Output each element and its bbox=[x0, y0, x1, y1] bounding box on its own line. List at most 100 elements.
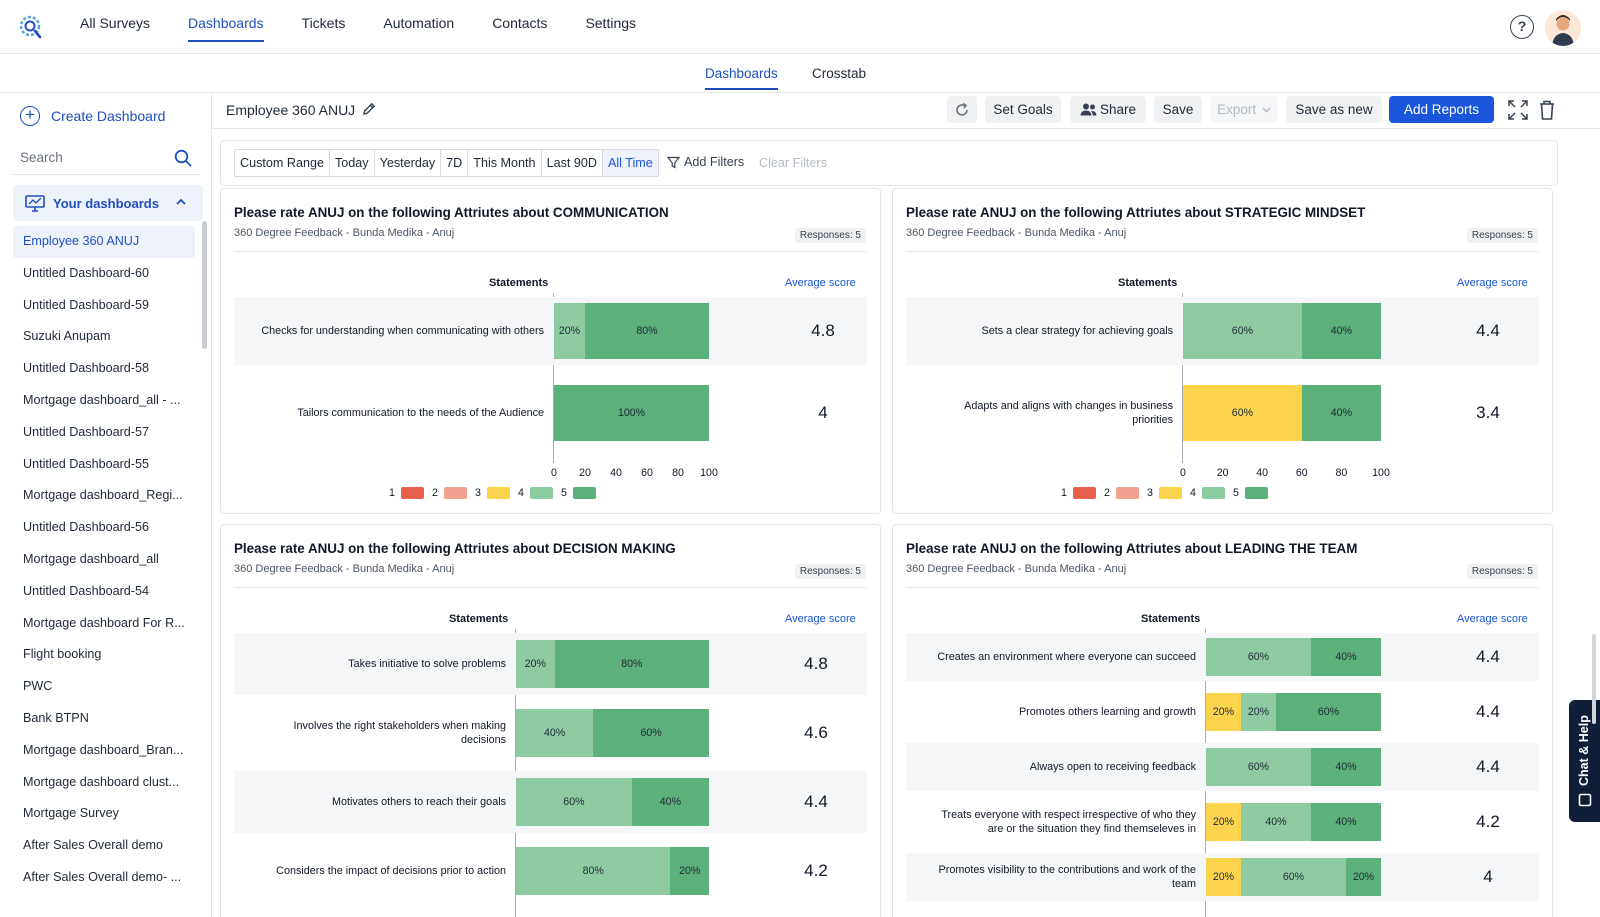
bar-segment-score-5[interactable]: 100% bbox=[554, 385, 709, 441]
edit-pencil-icon[interactable] bbox=[362, 102, 376, 116]
bar-segment-score-5[interactable]: 40% bbox=[1301, 303, 1381, 359]
sidebar-dashboard-item[interactable]: Untitled Dashboard-55 bbox=[23, 456, 150, 471]
sidebar-dashboard-item[interactable]: Mortgage Survey bbox=[23, 806, 119, 821]
bar-segment-score-5[interactable]: 40% bbox=[631, 778, 709, 826]
share-button[interactable]: Share bbox=[1070, 96, 1146, 123]
refresh-button[interactable] bbox=[947, 96, 977, 123]
create-dashboard-button[interactable]: + Create Dashboard bbox=[20, 106, 165, 126]
responses-badge: Responses: 5 bbox=[794, 564, 866, 579]
bar-segment-score-3[interactable]: 20% bbox=[1206, 858, 1241, 896]
sidebar-dashboard-item[interactable]: Mortgage dashboard_Regi... bbox=[23, 488, 183, 503]
sidebar-dashboard-item[interactable]: Untitled Dashboard-56 bbox=[23, 520, 150, 535]
clear-filters-button[interactable]: Clear Filters bbox=[759, 156, 827, 170]
page-scrollbar[interactable] bbox=[1592, 634, 1596, 724]
subtab-crosstab[interactable]: Crosstab bbox=[812, 66, 867, 81]
sidebar-dashboard-item[interactable]: After Sales Overall demo- ... bbox=[23, 869, 182, 884]
trash-icon[interactable] bbox=[1538, 99, 1556, 121]
sidebar-dashboard-item[interactable]: Untitled Dashboard-59 bbox=[23, 297, 150, 312]
search-input[interactable] bbox=[12, 141, 162, 174]
sidebar-dashboard-item[interactable]: Untitled Dashboard-54 bbox=[23, 583, 150, 598]
sidebar-dashboard-item[interactable]: Untitled Dashboard-57 bbox=[23, 424, 150, 439]
average-score-value: 4.8 bbox=[804, 654, 828, 673]
export-button[interactable]: Export bbox=[1210, 96, 1278, 123]
avatar[interactable] bbox=[1545, 10, 1581, 46]
bar-segment-score-4[interactable]: 40% bbox=[1241, 803, 1311, 841]
save-as-new-button[interactable]: Save as new bbox=[1286, 96, 1382, 123]
panel-divider bbox=[234, 587, 867, 588]
bar-segment-score-5[interactable]: 20% bbox=[670, 847, 709, 895]
bar-segment-score-5[interactable]: 60% bbox=[593, 709, 709, 757]
statement-label: Motivates others to reach their goals bbox=[331, 795, 506, 808]
bar-segment-score-4[interactable]: 60% bbox=[1241, 858, 1346, 896]
average-score-header[interactable]: Average score bbox=[1457, 613, 1528, 625]
average-score-value: 3.4 bbox=[1476, 403, 1500, 422]
average-score-header[interactable]: Average score bbox=[1457, 277, 1528, 289]
bar-segment-score-4[interactable]: 60% bbox=[1183, 303, 1302, 359]
range-7d[interactable]: 7D bbox=[441, 150, 469, 176]
nav-item-automation[interactable]: Automation bbox=[383, 15, 455, 31]
help-icon[interactable]: ? bbox=[1510, 15, 1534, 39]
bar-segment-score-4[interactable]: 80% bbox=[516, 847, 671, 895]
range-all-time[interactable]: All Time bbox=[602, 150, 658, 176]
sidebar-dashboard-item[interactable]: Bank BTPN bbox=[23, 710, 89, 725]
bar-segment-score-5[interactable]: 40% bbox=[1311, 748, 1381, 786]
subtab-dashboards[interactable]: Dashboards bbox=[705, 66, 778, 90]
bar-segment-score-5[interactable]: 20% bbox=[1346, 858, 1381, 896]
bar-segment-score-5[interactable]: 40% bbox=[1301, 385, 1381, 441]
bar-segment-score-4[interactable]: 40% bbox=[516, 709, 594, 757]
bar-segment-score-4[interactable]: 60% bbox=[1206, 638, 1311, 676]
bar-segment-score-4[interactable]: 20% bbox=[554, 303, 585, 359]
nav-item-dashboards[interactable]: Dashboards bbox=[188, 0, 264, 54]
app-logo-icon[interactable] bbox=[16, 12, 44, 40]
range-custom-range[interactable]: Custom Range bbox=[235, 150, 330, 176]
bar-segment-score-3[interactable]: 20% bbox=[1206, 803, 1241, 841]
nav-item-contacts[interactable]: Contacts bbox=[492, 15, 548, 31]
sidebar-dashboard-item[interactable]: Mortgage dashboard For R... bbox=[23, 615, 185, 630]
filter-bar: Custom Range Today Yesterday 7D This Month La… bbox=[220, 140, 1558, 186]
set-goals-button[interactable]: Set Goals bbox=[985, 96, 1061, 123]
sidebar-dashboard-item[interactable]: Employee 360 ANUJ bbox=[13, 226, 195, 258]
range-yesterday[interactable]: Yesterday bbox=[375, 150, 442, 176]
save-button[interactable]: Save bbox=[1154, 96, 1202, 123]
chevron-down-icon bbox=[1262, 107, 1271, 113]
sidebar-dashboard-item[interactable]: Mortgage dashboard clust... bbox=[23, 774, 180, 789]
bar-segment-score-3[interactable]: 20% bbox=[1206, 693, 1241, 731]
sidebar-dashboard-item[interactable]: After Sales Overall demo bbox=[23, 838, 163, 853]
add-filters-button[interactable]: Add Filters bbox=[667, 155, 744, 169]
sidebar-dashboard-item[interactable]: Flight booking bbox=[23, 647, 102, 662]
sidebar-dashboard-item[interactable]: Suzuki Anupam bbox=[23, 329, 111, 344]
add-reports-button[interactable]: Add Reports bbox=[1389, 96, 1494, 123]
nav-item-settings[interactable]: Settings bbox=[585, 15, 637, 31]
sidebar-dashboard-item[interactable]: Untitled Dashboard-58 bbox=[23, 361, 150, 376]
range-today[interactable]: Today bbox=[330, 150, 375, 176]
nav-item-all-surveys[interactable]: All Surveys bbox=[80, 15, 151, 31]
sidebar-dashboard-item[interactable]: Mortgage dashboard_Bran... bbox=[23, 742, 184, 757]
fullscreen-icon[interactable] bbox=[1507, 99, 1529, 121]
panel-subtitle: 360 Degree Feedback - Bunda Medika - Anu… bbox=[906, 563, 1127, 575]
range-this-month[interactable]: This Month bbox=[468, 150, 542, 176]
bar-segment-score-4[interactable]: 20% bbox=[1241, 693, 1276, 731]
bar-segment-score-5[interactable]: 40% bbox=[1311, 803, 1381, 841]
bar-segment-score-4[interactable]: 60% bbox=[516, 778, 632, 826]
sidebar-dashboard-item[interactable]: Mortgage dashboard_all - ... bbox=[23, 392, 181, 407]
sidebar-dashboard-item[interactable]: PWC bbox=[23, 679, 53, 694]
bar-segment-score-5[interactable]: 60% bbox=[1276, 693, 1381, 731]
bar-segment-score-3[interactable]: 60% bbox=[1183, 385, 1302, 441]
range-last-90d[interactable]: Last 90D bbox=[542, 150, 603, 176]
refresh-icon bbox=[956, 102, 968, 116]
nav-item-tickets[interactable]: Tickets bbox=[301, 15, 346, 31]
bar-segment-score-4[interactable]: 60% bbox=[1206, 748, 1311, 786]
sidebar-dashboard-item[interactable]: Mortgage dashboard_all bbox=[23, 551, 159, 566]
average-score-header[interactable]: Average score bbox=[785, 613, 856, 625]
bar-segment-score-5[interactable]: 40% bbox=[1311, 638, 1381, 676]
dashboard-list: Employee 360 ANUJ Untitled Dashboard-60 Un… bbox=[13, 226, 195, 894]
bar-segment-score-5[interactable]: 80% bbox=[585, 303, 709, 359]
average-score-header[interactable]: Average score bbox=[785, 277, 856, 289]
search-icon[interactable] bbox=[174, 149, 192, 167]
x-axis-tick-label: 0 bbox=[551, 467, 557, 479]
sidebar-dashboard-item[interactable]: Untitled Dashboard-60 bbox=[23, 265, 150, 280]
sidebar-scrollbar[interactable] bbox=[202, 221, 207, 349]
bar-segment-score-4[interactable]: 20% bbox=[516, 640, 555, 688]
bar-segment-score-5[interactable]: 80% bbox=[554, 640, 709, 688]
your-dashboards-toggle[interactable]: Your dashboards bbox=[13, 185, 203, 221]
